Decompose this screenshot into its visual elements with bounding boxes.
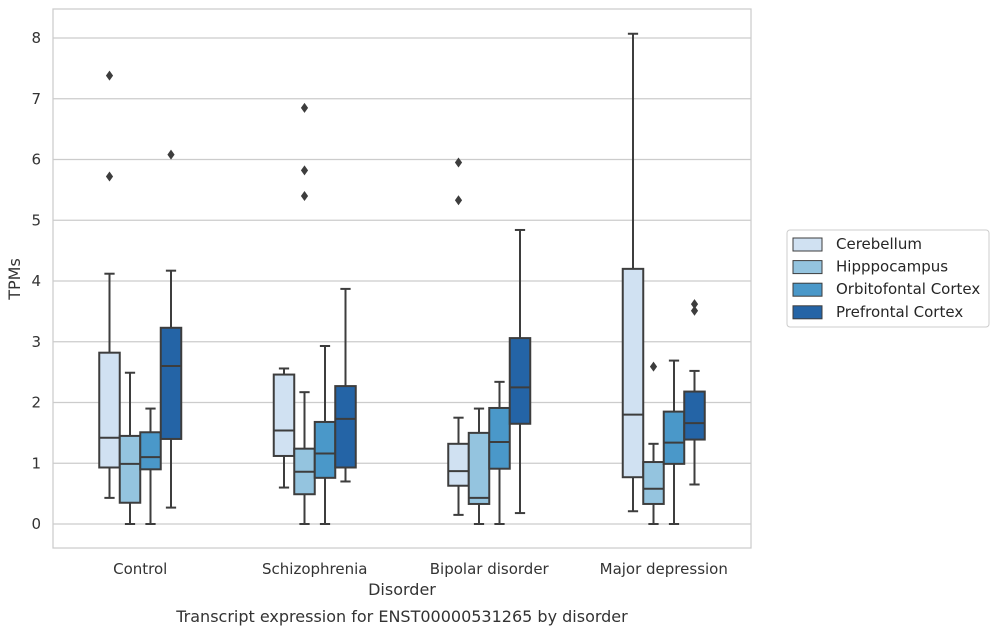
box-iqr <box>313 420 337 479</box>
x-tick-label: Major depression <box>600 560 728 578</box>
box-iqr <box>447 442 470 487</box>
x-tick-label: Bipolar disorder <box>430 560 550 578</box>
box-iqr <box>642 461 665 505</box>
box-iqr <box>139 431 162 471</box>
legend-swatch <box>792 260 823 275</box>
x-tick-label: Schizophrenia <box>262 560 367 578</box>
y-tick-label: 2 <box>31 394 41 412</box>
x-tick-labels: Control Schizophrenia Bipolar disorder Majo… <box>113 560 728 578</box>
legend-swatch <box>792 237 823 252</box>
outlier-point <box>454 195 463 206</box>
box-iqr <box>467 431 491 505</box>
x-tick-label: Control <box>113 560 167 578</box>
chart-caption: Transcript expression for ENST0000053126… <box>175 607 628 626</box>
legend-label: Hipppocampus <box>836 258 948 276</box>
box-0-1 <box>118 371 142 525</box>
box-iqr <box>98 351 121 469</box>
box-iqr <box>488 406 511 470</box>
plot-area-frame <box>52 8 752 549</box>
outlier-point <box>300 190 309 201</box>
outlier-point <box>105 171 114 182</box>
box-2-2 <box>488 380 511 525</box>
legend-label: Orbitofontal Cortex <box>836 280 980 298</box>
box-3-0 <box>621 32 645 513</box>
box-1-3 <box>334 287 357 483</box>
outlier-point <box>649 361 658 372</box>
box-2-1 <box>467 407 491 525</box>
box-0-2 <box>139 407 162 525</box>
box-iqr <box>683 390 706 441</box>
box-3-2 <box>662 359 686 525</box>
box-0-3 <box>159 149 183 509</box>
legend-label: Prefrontal Cortex <box>836 303 963 321</box>
box-1-2 <box>313 345 337 525</box>
y-tick-labels: 0 1 2 3 4 5 6 7 8 <box>31 29 41 533</box>
box-iqr <box>621 267 645 479</box>
outlier-point <box>105 70 114 81</box>
outlier-point <box>690 299 699 310</box>
outlier-point <box>167 149 175 160</box>
y-tick-label: 1 <box>31 454 41 472</box>
box-iqr <box>272 373 296 457</box>
box-series <box>98 32 706 525</box>
y-tick-label: 0 <box>31 515 41 533</box>
box-2-0 <box>447 157 470 516</box>
legend-label: Cerebellum <box>836 235 922 253</box>
y-tick-label: 5 <box>31 211 41 229</box>
box-0-0 <box>98 70 121 499</box>
box-3-3 <box>683 299 706 486</box>
box-iqr <box>334 385 357 469</box>
box-3-1 <box>642 361 665 525</box>
outlier-point <box>300 165 309 176</box>
outlier-point <box>690 305 699 316</box>
legend: Cerebellum Hipppocampus Orbitofontal Corte… <box>786 229 990 328</box>
x-axis-title: Disorder <box>368 580 436 599</box>
outlier-point <box>454 157 463 168</box>
y-tick-label: 7 <box>31 90 41 108</box>
box-iqr <box>159 326 183 440</box>
y-tick-label: 6 <box>31 151 41 169</box>
legend-items: Cerebellum Hipppocampus Orbitofontal Corte… <box>792 235 980 321</box>
box-iqr <box>662 410 686 465</box>
legend-frame <box>786 229 990 328</box>
y-tick-label: 8 <box>31 29 41 47</box>
box-1-1 <box>293 102 316 525</box>
y-axis-title: TPMs <box>5 258 24 301</box>
outlier-point <box>300 102 309 113</box>
y-tick-label: 4 <box>31 272 41 290</box>
y-tick-label: 3 <box>31 333 41 351</box>
legend-swatch <box>792 305 823 320</box>
box-2-3 <box>508 228 532 515</box>
box-iqr <box>118 434 142 504</box>
box-iqr <box>508 337 532 425</box>
legend-swatch <box>792 282 823 297</box>
box-1-0 <box>272 367 296 489</box>
